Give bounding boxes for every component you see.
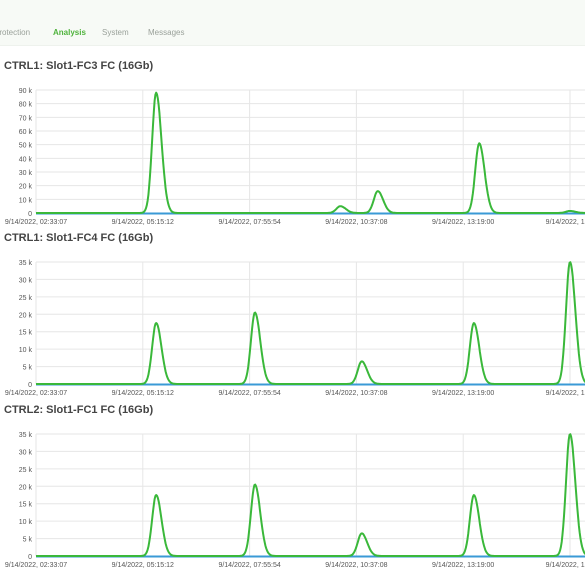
y-tick-label: 25 k xyxy=(19,295,33,302)
x-tick-label: 9/14/2022, 13:19:00 xyxy=(432,562,494,569)
y-tick-label: 0 xyxy=(28,382,32,389)
chart-ctrl1-fc4[interactable]: 0 5 k 10 k 15 k 20 k 25 k 30 k 35 k 9/14/2022, 0… xyxy=(0,252,585,402)
chart-title-ctrl2-fc1: CTRL2: Slot1-FC1 FC (16Gb) xyxy=(4,404,154,416)
x-tick-label: 9/14/2022, 05:15:12 xyxy=(112,219,174,226)
y-tick-label: 5 k xyxy=(23,537,33,544)
x-tick-label: 9/14/2022, 05:15:12 xyxy=(112,390,174,397)
x-tick-label: 9/14/2022, 07:55:54 xyxy=(218,219,280,226)
chart-ctrl2-fc1[interactable]: 0 5 k 10 k 15 k 20 k 25 k 30 k 35 k 9/14/2022, 0… xyxy=(0,424,585,585)
tab-protection[interactable]: Protection xyxy=(0,28,31,37)
x-tick-label: 9/14/2022, 10:37:08 xyxy=(325,562,387,569)
chart-title-ctrl1-fc3: CTRL1: Slot1-FC3 FC (16Gb) xyxy=(4,60,154,72)
y-tick-label: 40 k xyxy=(19,156,33,163)
y-tick-label: 35 k xyxy=(19,260,33,267)
y-tick-label: 80 k xyxy=(19,102,33,109)
x-tick-label: 9/14/2022, 05:15:12 xyxy=(112,562,174,569)
x-tick-label: 9/14/2022, 02:33:07 xyxy=(5,390,67,397)
y-tick-label: 10 k xyxy=(19,197,33,204)
x-tick-label: 9/14/2022, 13:19:00 xyxy=(432,390,494,397)
x-tick-label: 9/14/2022, 13:19:00 xyxy=(432,219,494,226)
x-tick-label: 9/14/2022, 07:55:54 xyxy=(218,562,280,569)
y-tick-label: 15 k xyxy=(19,330,33,337)
chart-title-ctrl1-fc4: CTRL1: Slot1-FC4 FC (16Gb) xyxy=(4,232,154,244)
tab-bar: Protection Analysis System Messages xyxy=(0,0,585,46)
y-tick-label: 0 xyxy=(28,554,32,561)
y-tick-label: 30 k xyxy=(19,277,33,284)
x-tick-label: 9/14/2022, 15:5 xyxy=(546,219,585,226)
tab-analysis[interactable]: Analysis xyxy=(53,28,86,37)
x-tick-label: 9/14/2022, 02:33:07 xyxy=(5,219,67,226)
y-tick-label: 10 k xyxy=(19,347,33,354)
y-tick-label: 20 k xyxy=(19,484,33,491)
y-tick-label: 60 k xyxy=(19,129,33,136)
y-tick-label: 25 k xyxy=(19,467,33,474)
series-line-primary xyxy=(35,433,585,557)
x-tick-label: 9/14/2022, 10:37:08 xyxy=(325,219,387,226)
x-tick-label: 9/14/2022, 07:55:54 xyxy=(218,390,280,397)
y-tick-label: 30 k xyxy=(19,170,33,177)
y-tick-label: 50 k xyxy=(19,143,33,150)
y-tick-label: 20 k xyxy=(19,312,33,319)
y-tick-label: 10 k xyxy=(19,519,33,526)
y-tick-label: 70 k xyxy=(19,115,33,122)
y-tick-label: 15 k xyxy=(19,502,33,509)
tab-messages[interactable]: Messages xyxy=(148,28,185,37)
series-line-primary xyxy=(35,261,585,385)
y-tick-label: 30 k xyxy=(19,449,33,456)
y-tick-label: 90 k xyxy=(19,88,33,95)
chart-ctrl1-fc3[interactable]: 0 10 k 20 k 30 k 40 k 50 k 60 k 70 k 80 k 90 k 9/1… xyxy=(0,80,585,230)
tab-system[interactable]: System xyxy=(102,28,129,37)
x-tick-label: 9/14/2022, 15:5 xyxy=(546,390,585,397)
y-tick-label: 0 xyxy=(28,211,32,218)
y-tick-label: 5 k xyxy=(23,365,33,372)
x-tick-label: 9/14/2022, 10:37:08 xyxy=(325,390,387,397)
y-tick-label: 35 k xyxy=(19,432,33,439)
x-tick-label: 9/14/2022, 02:33:07 xyxy=(5,562,67,569)
y-tick-label: 20 k xyxy=(19,184,33,191)
series-line-primary xyxy=(35,91,585,214)
x-tick-label: 9/14/2022, 15:5 xyxy=(546,562,585,569)
